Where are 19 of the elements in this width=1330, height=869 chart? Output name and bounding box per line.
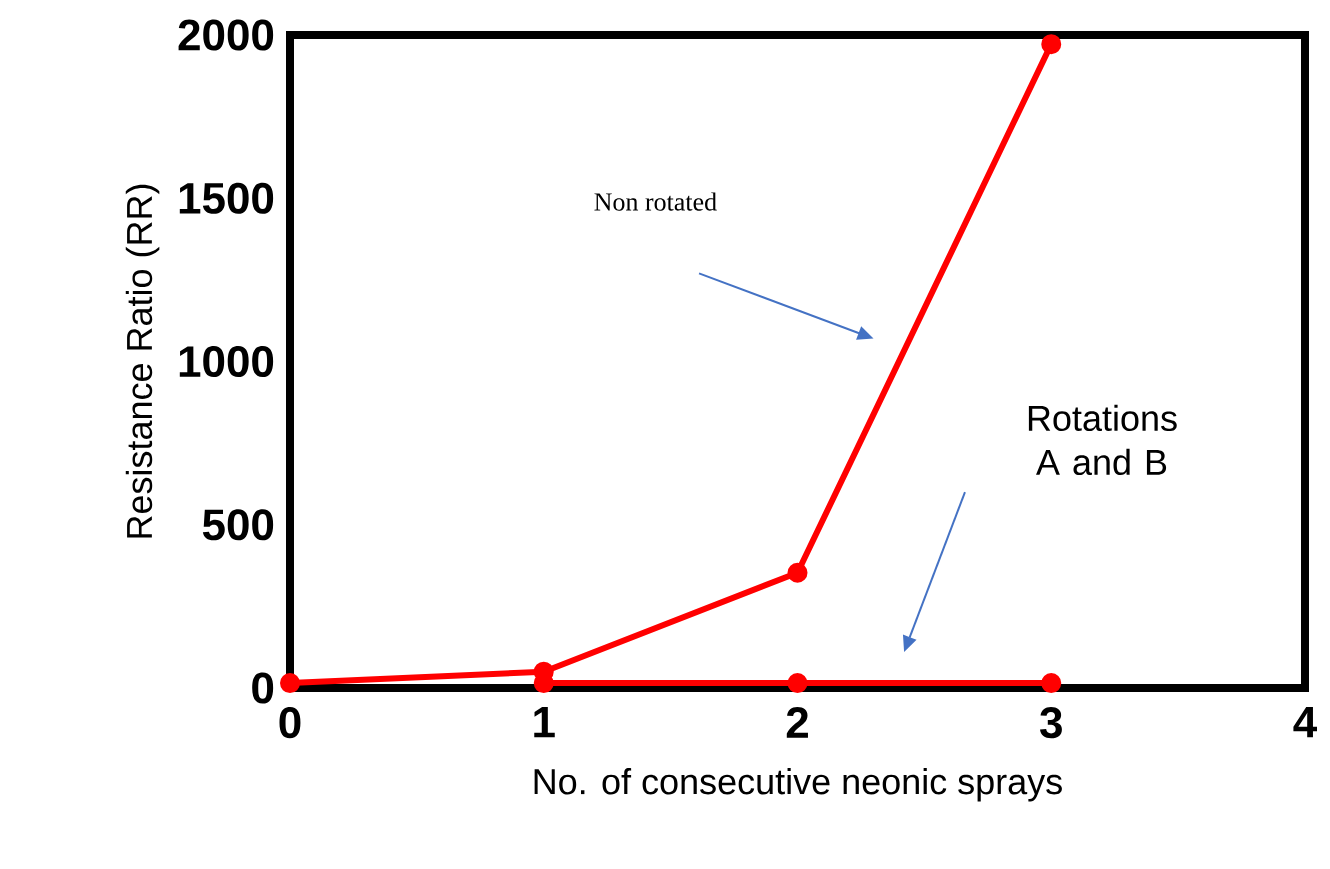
point	[787, 562, 808, 583]
y-axis-title: Resistance Ratio (RR)	[125, 184, 160, 538]
point	[280, 673, 300, 694]
y-tick-label: 500	[202, 509, 274, 541]
x-tick-label: 4	[1293, 707, 1318, 738]
x-tick-label: 1	[534, 707, 555, 738]
y-tick-label: 2000	[178, 19, 274, 51]
x-tick-label: 2	[786, 707, 808, 738]
y-tick-label: 1500	[179, 182, 274, 214]
annotation: Rotations A and B	[1028, 404, 1177, 476]
y-tick-label: 0	[252, 672, 274, 704]
point	[787, 673, 808, 694]
x-axis-title: No. of consecutive neonic sprays	[534, 768, 1062, 802]
x-tick-label: 0	[279, 707, 301, 739]
annotation: Non rotated	[594, 192, 717, 211]
y-tick-label: 1000	[179, 345, 274, 378]
x-tick-label: 3	[1040, 707, 1062, 739]
point	[1041, 34, 1062, 55]
point	[1041, 673, 1062, 694]
